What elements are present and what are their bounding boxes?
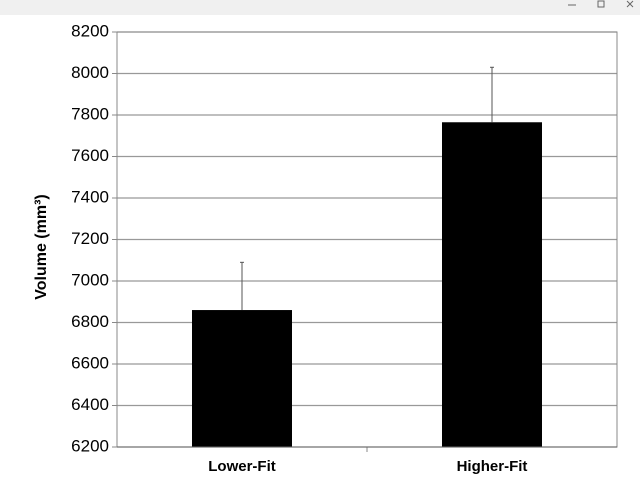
bar bbox=[192, 310, 292, 447]
y-tick-label: 7600 bbox=[71, 146, 109, 165]
y-tick-label: 7800 bbox=[71, 104, 109, 123]
y-tick-label: 7400 bbox=[71, 187, 109, 206]
x-tick-label: Lower-Fit bbox=[208, 458, 276, 475]
y-axis-label: Volume (mm³) bbox=[33, 194, 50, 299]
maximize-button[interactable] bbox=[597, 0, 605, 8]
bar bbox=[442, 122, 542, 447]
x-tick-label: Higher-Fit bbox=[457, 458, 528, 475]
close-button[interactable] bbox=[626, 0, 634, 8]
y-tick-label: 6800 bbox=[71, 312, 109, 331]
y-tick-label: 6400 bbox=[71, 395, 109, 414]
y-tick-label: 7000 bbox=[71, 270, 109, 289]
y-tick-label: 6200 bbox=[71, 436, 109, 455]
y-tick-label: 8000 bbox=[71, 63, 109, 82]
y-tick-label: 8200 bbox=[71, 21, 109, 40]
y-tick-label: 7200 bbox=[71, 229, 109, 248]
window-titlebar bbox=[0, 0, 640, 15]
y-tick-label: 6600 bbox=[71, 353, 109, 372]
